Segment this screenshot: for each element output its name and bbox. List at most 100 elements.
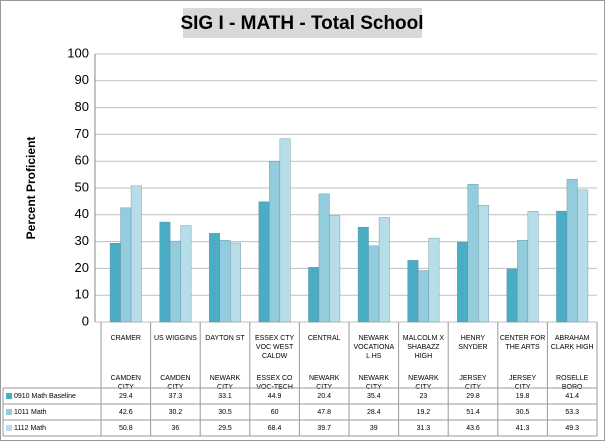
y-tick-label: 40 — [75, 206, 89, 221]
bar — [556, 210, 568, 323]
bar — [506, 268, 518, 323]
y-tick-label: 80 — [75, 99, 89, 114]
legend-swatch — [6, 409, 12, 415]
bar — [527, 211, 539, 323]
value-cell: 43.6 — [466, 425, 480, 432]
district-label: JERSEY CITY — [459, 375, 487, 391]
x-tick-label: NEWARK VOCATIONA L HS — [353, 335, 394, 360]
bar — [428, 237, 440, 323]
bar — [219, 240, 231, 323]
chart-title: SIG I - MATH - Total School — [180, 13, 423, 34]
value-cell: 30.2 — [169, 409, 183, 416]
x-tick-label: HENRY SNYDER — [458, 335, 487, 351]
x-tick-label: CENTRAL — [308, 335, 341, 342]
value-cell: 39 — [370, 425, 378, 432]
x-tick-label: CENTER FOR THE ARTS — [500, 335, 546, 351]
value-cell: 53.3 — [565, 409, 579, 416]
bar — [517, 240, 529, 323]
y-tick-label: 30 — [75, 233, 89, 248]
value-cell: 35.4 — [367, 393, 381, 400]
y-tick-label: 90 — [75, 72, 89, 87]
value-cell: 30.5 — [218, 409, 232, 416]
district-label: CAMDEN CITY — [111, 375, 141, 391]
value-cell: 68.4 — [268, 425, 282, 432]
title-box — [183, 8, 422, 38]
value-cell: 36 — [172, 425, 180, 432]
value-cell: 28.4 — [367, 409, 381, 416]
legend-label: 1112 Math — [14, 425, 46, 432]
x-tick-label: US WIGGINS — [154, 335, 197, 342]
y-tick-label: 0 — [82, 313, 89, 328]
bar — [378, 217, 390, 323]
bar — [279, 138, 291, 323]
x-tick-label: DAYTON ST — [205, 335, 245, 342]
district-label: CAMDEN CITY — [160, 375, 190, 391]
legend-swatch — [6, 425, 12, 431]
value-cell: 44.9 — [268, 393, 282, 400]
district-label: ROSELLE BORO — [556, 375, 589, 391]
value-cell: 41.3 — [516, 425, 530, 432]
value-cell: 30.5 — [516, 409, 530, 416]
value-cell: 42.6 — [119, 409, 133, 416]
bar — [180, 225, 192, 323]
bar — [457, 241, 468, 323]
y-tick-label: 70 — [75, 126, 89, 141]
value-cell: 29.8 — [466, 393, 480, 400]
bar — [566, 178, 578, 323]
legend-label: 1011 Math — [14, 409, 47, 416]
value-cell: 50.8 — [119, 425, 133, 432]
value-cell: 51.4 — [466, 409, 480, 416]
district-label: NEWARK CITY — [408, 375, 439, 391]
bar — [368, 245, 380, 323]
bar — [109, 243, 121, 323]
district-label: ESSEX CO VOC-TECH — [256, 375, 293, 391]
value-cell: 41.4 — [565, 393, 579, 400]
value-cell: 33.1 — [218, 393, 232, 400]
y-tick-label: 100 — [67, 45, 89, 60]
bar — [269, 160, 281, 323]
value-cell: 19.2 — [417, 409, 431, 416]
x-tick-label: ESSEX CTY VOC WEST CALDW — [255, 335, 295, 360]
bar — [318, 193, 330, 323]
bar — [407, 260, 419, 323]
district-label: NEWARK CITY — [210, 375, 241, 391]
bar — [120, 207, 132, 323]
bar — [230, 242, 241, 323]
value-cell: 37.3 — [169, 393, 183, 400]
district-label: NEWARK CITY — [359, 375, 390, 391]
value-cell: 49.3 — [565, 425, 579, 432]
bar — [308, 267, 320, 323]
bar — [478, 204, 489, 323]
value-cell: 19.8 — [516, 393, 530, 400]
bar — [209, 233, 220, 323]
legend-swatch — [6, 393, 12, 399]
value-cell: 20.4 — [317, 393, 331, 400]
value-cell: 47.8 — [317, 409, 331, 416]
value-cell: 60 — [271, 409, 279, 416]
value-cell: 39.7 — [317, 425, 331, 432]
x-tick-label: MALCOLM X SHABAZZ HIGH — [403, 335, 445, 360]
bar — [130, 185, 142, 323]
x-tick-label: ABRAHAM CLARK HIGH — [551, 335, 594, 351]
bar — [258, 201, 270, 323]
y-tick-label: 50 — [75, 179, 89, 194]
value-cell: 29.4 — [119, 393, 133, 400]
legend-label: 0910 Math Baseline — [14, 393, 76, 400]
bar — [577, 189, 589, 323]
bar — [417, 270, 429, 323]
bar — [159, 221, 171, 323]
bar — [467, 184, 479, 323]
bar — [329, 215, 341, 323]
value-cell: 23 — [420, 393, 428, 400]
y-tick-label: 10 — [75, 287, 89, 302]
bar — [357, 226, 369, 323]
y-axis-label: Percent Proficient — [24, 137, 38, 240]
district-label: NEWARK CITY — [309, 375, 340, 391]
y-tick-label: 60 — [75, 153, 89, 168]
x-tick-label: CRAMER — [111, 335, 141, 342]
value-cell: 31.3 — [417, 425, 431, 432]
y-tick-label: 20 — [75, 260, 89, 275]
district-label: JERSEY CITY — [509, 375, 537, 391]
value-cell: 29.5 — [218, 425, 232, 432]
